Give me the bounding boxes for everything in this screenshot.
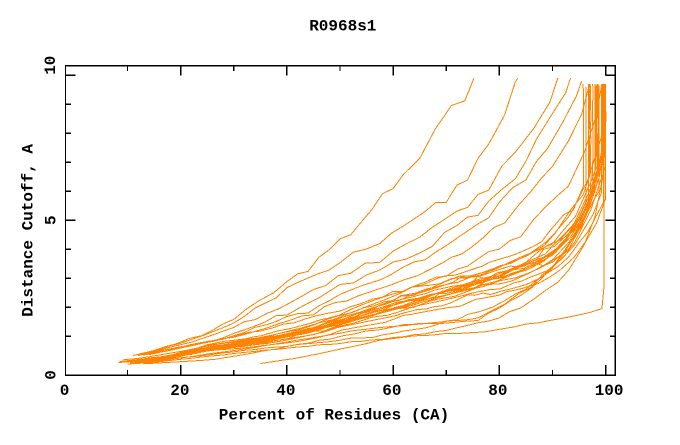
svg-text:Percent of Residues (CA): Percent of Residues (CA) — [219, 406, 449, 424]
svg-text:Distance Cutoff, A: Distance Cutoff, A — [19, 144, 37, 317]
svg-text:0: 0 — [43, 370, 61, 380]
svg-text:80: 80 — [488, 382, 507, 400]
svg-text:R0968s1: R0968s1 — [309, 18, 376, 36]
svg-text:10: 10 — [42, 56, 60, 75]
svg-text:0: 0 — [60, 382, 70, 400]
svg-text:60: 60 — [382, 382, 401, 400]
svg-text:100: 100 — [595, 382, 624, 400]
svg-text:40: 40 — [276, 382, 295, 400]
svg-text:20: 20 — [170, 382, 189, 400]
svg-text:5: 5 — [42, 215, 60, 225]
